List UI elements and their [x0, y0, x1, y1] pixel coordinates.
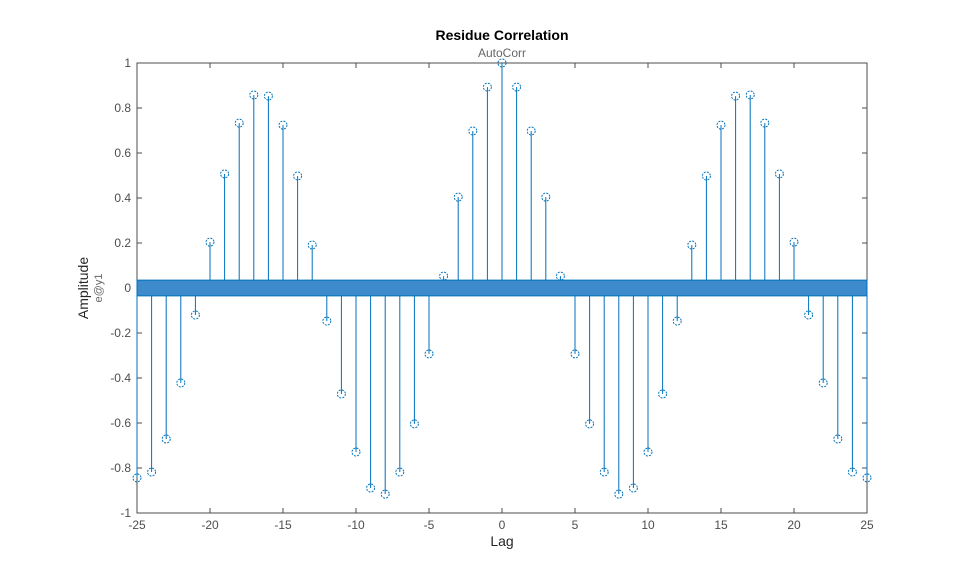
stem-marker: [439, 271, 449, 281]
stem-marker: [380, 489, 390, 499]
stem-marker: [424, 349, 434, 359]
y-tick-label: -0.6: [110, 416, 131, 430]
chart-title: Residue Correlation: [435, 27, 568, 43]
x-tick-label: 0: [499, 518, 506, 532]
stem-marker: [409, 419, 419, 429]
stem-marker: [293, 171, 303, 181]
y-tick-label: 0.6: [114, 146, 131, 160]
stem-marker: [190, 310, 200, 320]
x-tick-label: 10: [641, 518, 655, 532]
y-tick-label: 1: [124, 56, 131, 70]
stem-marker: [643, 447, 653, 457]
y-tick-label: -0.2: [110, 326, 131, 340]
stem-marker: [366, 483, 376, 493]
x-tick-label: -20: [201, 518, 219, 532]
stem-marker: [731, 91, 741, 101]
x-tick-label: 20: [787, 518, 801, 532]
stem-marker: [585, 419, 595, 429]
y-tick-label: -1: [120, 506, 131, 520]
stem-marker: [687, 240, 697, 250]
stem-marker: [818, 378, 828, 388]
y-tick-label: 0: [124, 281, 131, 295]
stem-marker: [847, 467, 857, 477]
stem-marker: [658, 389, 668, 399]
stem-marker: [351, 447, 361, 457]
stem-marker: [789, 237, 799, 247]
x-tick-label: -15: [274, 518, 292, 532]
stem-marker: [263, 91, 273, 101]
y-tick-label: 0.4: [114, 191, 131, 205]
stem-marker: [220, 169, 230, 179]
x-tick-label: 25: [860, 518, 874, 532]
x-tick-label: -25: [128, 518, 146, 532]
y-tick-label: 0.2: [114, 236, 131, 250]
y-tick-label: -0.8: [110, 461, 131, 475]
stem-marker: [176, 378, 186, 388]
x-axis-label: Lag: [490, 533, 513, 549]
y-tick-label: -0.4: [110, 371, 131, 385]
stem-marker: [395, 467, 405, 477]
stem-marker: [234, 118, 244, 128]
x-tick-label: 15: [714, 518, 728, 532]
y-axis-label: Amplitude: [75, 257, 91, 319]
stem-marker: [482, 82, 492, 92]
stem-marker: [833, 434, 843, 444]
stem-marker: [132, 473, 142, 483]
stem-marker: [336, 389, 346, 399]
stem-marker: [745, 90, 755, 100]
confidence-band: [136, 279, 868, 297]
stem-marker: [205, 237, 215, 247]
chart-subtitle: AutoCorr: [478, 46, 526, 60]
stem-marker: [307, 240, 317, 250]
stem-marker: [614, 489, 624, 499]
stem-marker: [701, 171, 711, 181]
stem-marker: [497, 58, 507, 68]
x-tick-label: 5: [572, 518, 579, 532]
stem-marker: [804, 310, 814, 320]
stem-marker: [322, 316, 332, 326]
stem-marker: [249, 90, 259, 100]
stem-marker: [541, 192, 551, 202]
stem-marker: [468, 126, 478, 136]
stem-marker: [555, 271, 565, 281]
stem-marker: [147, 467, 157, 477]
stem-marker: [628, 483, 638, 493]
stem-marker: [774, 169, 784, 179]
x-tick-label: -10: [347, 518, 365, 532]
stem-marker: [161, 434, 171, 444]
stem-marker: [570, 349, 580, 359]
stem-marker: [672, 316, 682, 326]
y-axis-sublabel: e@y1: [93, 274, 105, 303]
stem-marker: [526, 126, 536, 136]
stem-marker: [453, 192, 463, 202]
stem-marker: [512, 82, 522, 92]
stem-marker: [599, 467, 609, 477]
x-tick-label: -5: [424, 518, 435, 532]
stem-marker: [862, 473, 872, 483]
y-tick-label: 0.8: [114, 101, 131, 115]
stem-marker: [760, 118, 770, 128]
